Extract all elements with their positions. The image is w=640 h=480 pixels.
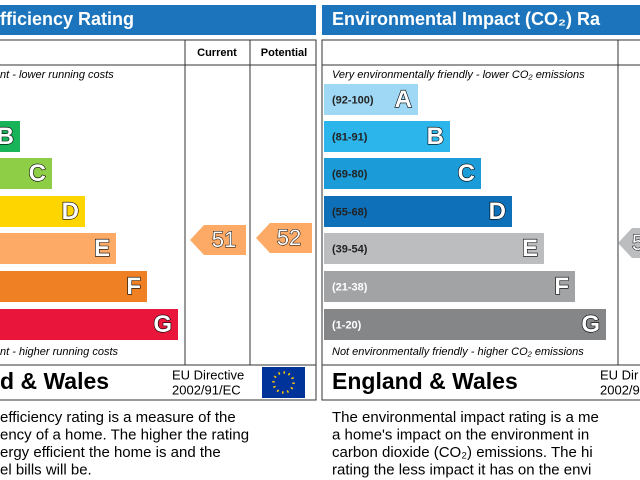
band-bar [0,271,147,302]
band-range: (81-91) [332,131,368,143]
band-range: (21-38) [332,281,368,293]
column-header: Potential [261,47,307,59]
band-letter: C [29,160,46,187]
region: d & Wales [0,368,109,394]
directive: EU Directive [172,367,244,382]
band-bar [0,309,178,340]
band-bar [324,158,481,189]
band-bar [324,233,544,264]
panel-title: Environmental Impact (CO₂) Ra [332,9,601,29]
description: rating the less impact it has on the env… [332,461,591,478]
scale-note: nt - higher running costs [0,346,119,358]
region: England & Wales [332,368,518,394]
band-letter: G [153,311,172,338]
band-range: (1-20) [332,319,362,331]
panel-frame [321,39,640,401]
column-header: Current [197,47,237,59]
band-letter: D [62,198,79,225]
band-bar [324,271,575,302]
band-letter: B [0,123,14,150]
rating-arrow [256,223,312,253]
band-bar [324,121,450,152]
eu-flag [262,367,305,398]
panel-title: fficiency Rating [0,9,134,29]
scale-note: Not environmentally friendly - higher CO… [332,346,584,358]
directive: 2002/9 [600,382,640,397]
band-letter: F [554,273,569,300]
band-range: (55-68) [332,206,368,218]
rating-arrow [618,228,640,258]
band-letter: G [581,311,600,338]
description: ency of a home. The higher the rating [0,426,249,443]
band-range: (39-54) [332,243,368,255]
band-letter: D [489,198,506,225]
rating-value: 51 [212,227,236,252]
rating-value: 52 [277,225,301,250]
band-bar [324,309,606,340]
description: carbon dioxide (CO₂) emissions. The hi [332,444,593,461]
band-bar [0,121,20,152]
band-letter: E [94,235,110,262]
band-letter: E [522,235,538,262]
title-bar [322,5,640,35]
band-bar [0,158,52,189]
band-letter: F [126,273,141,300]
description: el bills will be. [0,461,92,478]
rating-arrow [190,225,246,255]
band-letter: B [427,123,444,150]
description: The environmental impact rating is a me [332,409,599,426]
panel-frame [0,39,317,401]
band-letter: C [458,160,475,187]
scale-note: nt - lower running costs [0,69,114,81]
band-bar [324,196,512,227]
band-bar [324,84,418,115]
description: efficiency rating is a measure of the [0,409,236,426]
directive: 2002/91/EC [172,382,241,397]
scale-note: Very environmentally friendly - lower CO… [332,69,585,81]
title-bar [0,5,316,35]
description: ergy efficient the home is and the [0,444,221,461]
directive: EU Dir [600,367,639,382]
band-range: (92-100) [332,94,374,106]
band-letter: A [395,86,412,113]
band-bar [0,196,85,227]
band-range: (69-80) [332,168,368,180]
rating-value: 5 [632,230,640,255]
band-bar [0,233,116,264]
description: a home's impact on the environment in [332,426,589,443]
